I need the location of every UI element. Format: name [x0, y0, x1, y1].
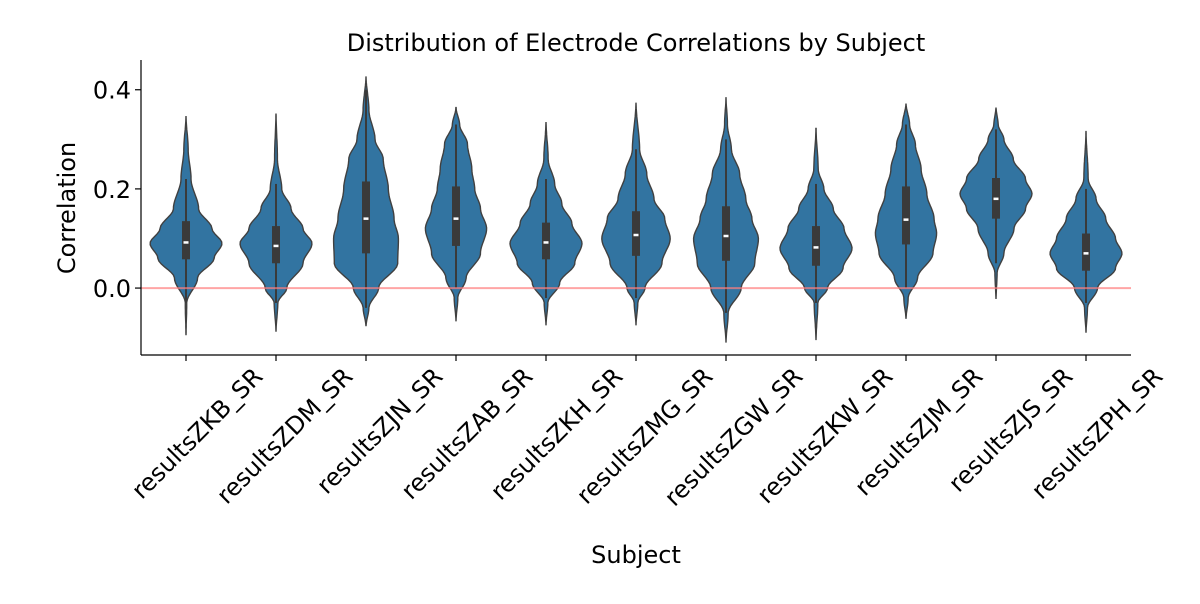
- violin-iqr-box: [902, 186, 910, 245]
- chart-title: Distribution of Electrode Correlations b…: [347, 29, 926, 57]
- violin-resultsZAB_SR: [424, 106, 488, 322]
- violin-resultsZKB_SR: [149, 115, 223, 336]
- violin-iqr-box: [182, 221, 190, 260]
- violin-resultsZJM_SR: [874, 103, 938, 319]
- violin-resultsZDM_SR: [239, 113, 313, 332]
- y-tick-label: 0.0: [93, 275, 131, 303]
- violin-resultsZKW_SR: [779, 127, 853, 341]
- violin-iqr-box: [632, 211, 640, 256]
- violin-resultsZMG_SR: [601, 102, 671, 326]
- y-axis-label: Correlation: [53, 142, 81, 274]
- violins-layer: [149, 76, 1123, 343]
- x-axis-label: Subject: [591, 541, 681, 569]
- violin-iqr-box: [452, 186, 460, 246]
- violin-resultsZJS_SR: [959, 107, 1033, 300]
- violin-resultsZJN_SR: [332, 76, 400, 327]
- y-tick-label: 0.4: [93, 77, 131, 105]
- violin-resultsZPH_SR: [1049, 130, 1123, 333]
- violin-iqr-box: [542, 222, 550, 260]
- violin-resultsZGW_SR: [692, 97, 760, 343]
- violin-resultsZKH_SR: [509, 121, 583, 326]
- violin-iqr-box: [722, 206, 730, 261]
- violin-iqr-box: [812, 226, 820, 266]
- y-tick-label: 0.2: [93, 176, 131, 204]
